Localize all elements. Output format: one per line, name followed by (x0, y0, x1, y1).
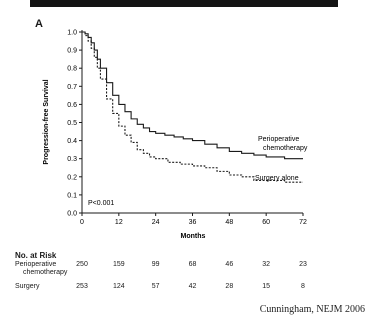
series-label-perioperative: Perioperative chemotherapy (258, 136, 308, 152)
y-tick-label: 0.4 (67, 138, 77, 145)
risk-table-title: No. at Risk (15, 251, 57, 260)
risk-count: 124 (112, 283, 125, 290)
risk-count: 8 (301, 283, 305, 290)
y-tick-label: 0.8 (67, 66, 77, 73)
x-axis-label: Months (181, 233, 206, 240)
citation: Cunningham, NEJM 2006 (259, 304, 365, 315)
risk-count: 23 (299, 261, 307, 268)
risk-count: 28 (225, 283, 234, 290)
x-tick-label: 24 (152, 219, 160, 226)
x-tick-label: 72 (299, 219, 307, 226)
risk-count: 253 (76, 283, 88, 290)
y-tick-label: 1.0 (67, 30, 77, 37)
top-rule (30, 0, 338, 7)
y-tick-label: 0.1 (67, 192, 77, 199)
risk-count: 32 (262, 261, 271, 268)
y-tick-label: 0.0 (67, 211, 77, 218)
panel-label: A (35, 18, 43, 30)
survival-chart: 0.0 0.1 0.2 0.3 0.4 0.5 0.6 0.7 0.8 0.9 1.0 0 12 24 36… (43, 30, 308, 241)
risk-row-label: Surgery (15, 283, 40, 290)
x-tick-label: 60 (262, 219, 270, 226)
risk-row: Perioperative chemotherapy 250 159 99 68 46 32 2… (0, 261, 372, 283)
risk-count: 15 (262, 283, 271, 290)
x-tick-label: 12 (115, 219, 123, 226)
risk-count: 159 (112, 261, 125, 268)
risk-count: 42 (188, 283, 197, 290)
x-tick-label: 36 (189, 219, 197, 226)
series-label-surgery: Surgery alone (255, 175, 299, 182)
y-tick-label: 0.3 (67, 156, 77, 163)
series-line-surgery (82, 31, 303, 183)
y-tick-label: 0.2 (67, 174, 77, 181)
x-tick-label: 0 (80, 219, 84, 226)
p-value-annotation: P<0.001 (88, 200, 114, 207)
x-tick-label: 48 (225, 219, 233, 226)
risk-count: 250 (76, 261, 88, 268)
risk-count: 99 (151, 261, 160, 268)
risk-count: 57 (151, 283, 160, 290)
risk-row: Surgery 253 124 57 42 28 15 8 (0, 283, 372, 305)
risk-count: 46 (225, 261, 234, 268)
risk-count: 68 (188, 261, 197, 268)
series-line-perioperative (82, 31, 303, 160)
y-tick-label: 0.6 (67, 102, 77, 109)
y-tick-label: 0.9 (67, 48, 77, 55)
y-tick-label: 0.7 (67, 84, 77, 91)
y-axis-label: Progression-free Survival (43, 79, 50, 164)
y-tick-label: 0.5 (67, 120, 77, 127)
risk-row-label: Perioperative chemotherapy (15, 261, 68, 276)
